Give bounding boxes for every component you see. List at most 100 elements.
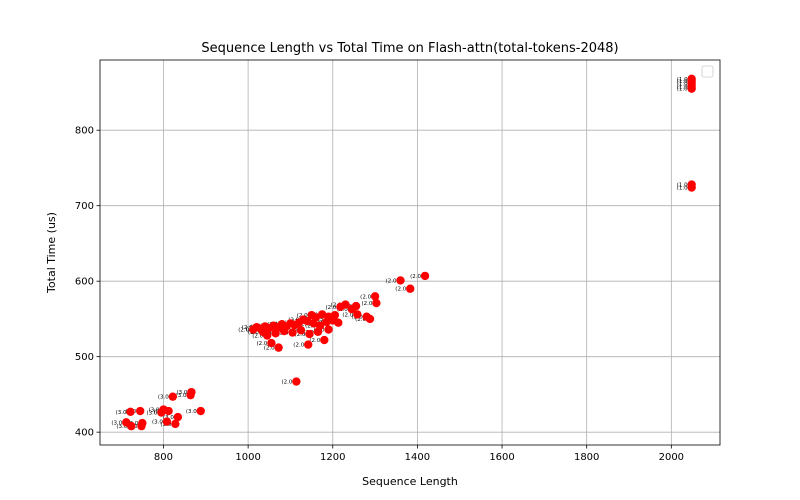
x-axis-label: Sequence Length — [362, 475, 458, 488]
data-point — [271, 329, 280, 338]
point-annotation: (2.0 — [355, 317, 366, 323]
data-point — [309, 319, 318, 328]
point-annotation: (2.0 — [281, 380, 292, 386]
data-point — [249, 325, 258, 334]
data-point — [328, 316, 337, 325]
chart-title: Sequence Length vs Total Time on Flash-a… — [201, 41, 618, 56]
data-point — [687, 183, 696, 192]
point-annotation: (3.0 — [149, 408, 160, 414]
data-point — [288, 328, 297, 337]
point-annotation: (1.0 — [677, 84, 688, 90]
point-annotation: (3.0 — [176, 393, 187, 399]
point-annotation: (2.0 — [342, 312, 353, 318]
data-point — [162, 417, 172, 426]
point-annotation: (2.0 — [264, 346, 275, 352]
data-point — [687, 84, 696, 93]
point-annotation: (2.0 — [293, 343, 304, 349]
data-point — [317, 310, 327, 319]
y-tick-label: 700 — [75, 201, 94, 212]
data-point — [186, 390, 195, 400]
point-annotation: (1.0 — [677, 81, 688, 87]
data-point — [136, 406, 145, 416]
data-point — [322, 317, 331, 327]
point-annotation: (2.0 — [360, 294, 371, 300]
data-point — [336, 302, 345, 312]
y-tick-label: 400 — [75, 428, 94, 439]
point-annotation: (3.0 — [152, 420, 163, 426]
data-point — [274, 343, 283, 352]
point-annotation: (2.0 — [305, 324, 316, 330]
data-point — [168, 392, 177, 401]
point-annotation: (1.0 — [677, 87, 688, 93]
plot-area — [99, 59, 721, 446]
data-point — [304, 340, 313, 349]
data-point — [370, 292, 380, 301]
data-point — [196, 406, 205, 416]
point-annotation: (2.0 — [386, 278, 397, 284]
data-point — [372, 298, 381, 308]
data-point — [347, 304, 357, 314]
data-point — [313, 327, 323, 336]
data-point — [324, 325, 333, 334]
axis-ticks: 800 1000 1200 1400 1600 1800 2000 400 500 600 700 8… — [75, 126, 684, 463]
data-point — [157, 408, 166, 417]
data-point — [396, 276, 405, 285]
data-point — [137, 421, 146, 431]
point-annotation: (3.0 — [111, 420, 122, 426]
y-tick-label: 800 — [75, 126, 94, 137]
point-annotation: (2.0 — [299, 321, 310, 327]
x-tick-label: 1400 — [405, 452, 430, 463]
data-point — [164, 406, 173, 416]
point-annotation: (2.0 — [331, 303, 342, 309]
point-annotation: (2.0 — [252, 334, 263, 340]
y-tick-label: 500 — [75, 352, 94, 363]
x-tick-label: 1200 — [320, 452, 345, 463]
point-annotation: (1.0 — [677, 183, 688, 189]
data-point — [173, 412, 183, 422]
x-tick-label: 1600 — [489, 452, 514, 463]
data-point — [296, 326, 306, 335]
grid-lines — [100, 60, 720, 445]
point-annotation: (3.0 — [116, 410, 127, 416]
point-annotation: (1.0 — [677, 186, 688, 192]
point-annotation: (2.0 — [410, 274, 421, 280]
data-point — [420, 271, 430, 281]
point-annotation: (2.0 — [295, 332, 306, 338]
legend — [701, 65, 714, 78]
x-tick-label: 2000 — [659, 452, 684, 463]
point-annotation: (2.0 — [288, 318, 299, 324]
point-annotation: (1.0 — [677, 77, 688, 83]
point-annotation: (3.0 — [158, 395, 169, 401]
data-point — [353, 310, 362, 319]
point-annotation: (3.0 — [177, 390, 188, 396]
point-annotation: (3.0 — [186, 409, 197, 415]
data-point — [305, 329, 314, 339]
point-annotation: (1.0 — [677, 79, 688, 85]
data-point — [307, 310, 316, 320]
data-point — [406, 284, 415, 293]
data-point — [320, 335, 329, 345]
data-points — [122, 74, 696, 431]
data-point — [279, 326, 289, 336]
y-tick-label: 600 — [75, 277, 94, 288]
point-annotation: (2.0 — [256, 341, 267, 347]
point-annotation: (2.0 — [238, 328, 249, 334]
data-point — [126, 407, 135, 416]
x-tick-label: 800 — [154, 452, 173, 463]
x-tick-label: 1800 — [574, 452, 599, 463]
data-point — [171, 419, 180, 429]
point-annotation: (2.0 — [361, 301, 372, 307]
point-annotation: (3.0 — [116, 424, 127, 430]
y-axis-label: Total Time (us) — [45, 212, 58, 294]
point-annotation: (2.0 — [242, 325, 253, 331]
x-tick-label: 1000 — [235, 452, 260, 463]
data-point — [292, 377, 301, 386]
point-annotation: (3.0 — [146, 411, 157, 417]
point-annotation: (2.0 — [309, 338, 320, 344]
data-point — [127, 421, 136, 431]
point-annotation: (2.0 — [325, 305, 336, 311]
data-point — [365, 314, 375, 324]
point-annotation: (2.0 — [395, 287, 406, 293]
data-point — [258, 327, 268, 336]
